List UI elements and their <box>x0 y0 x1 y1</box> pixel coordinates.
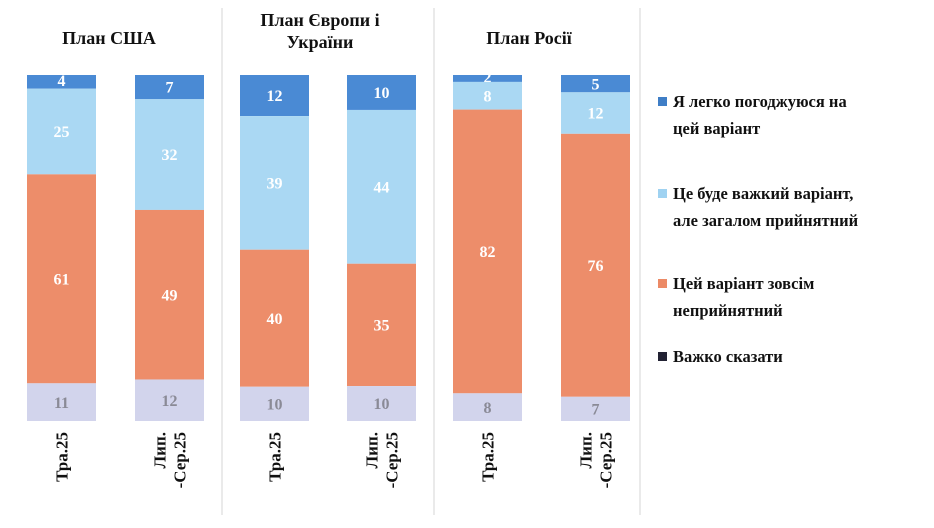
legend-label: Це буде важкий варіант, <box>673 184 854 203</box>
data-label: 82 <box>480 244 496 261</box>
bar-segment-unacceptable <box>240 249 309 387</box>
bar-segment-easy <box>27 75 96 89</box>
bar-segment-easy <box>453 75 522 82</box>
category-label-line: Лип. <box>577 432 596 469</box>
bar-segment-dk <box>347 386 416 421</box>
legend-label: Я легко погоджуюся на <box>673 92 847 111</box>
legend-swatch <box>658 352 667 361</box>
bar-segment-unacceptable <box>347 263 416 387</box>
legend-swatch <box>658 189 667 198</box>
category-label: Тра.25 <box>479 432 498 482</box>
data-label: 25 <box>54 124 70 141</box>
data-label: 2 <box>484 70 492 87</box>
category-label: Лип. -Сер.25 <box>577 432 616 488</box>
data-label: 8 <box>484 88 492 105</box>
panel-title: України <box>287 32 354 52</box>
category-label: Тра.25 <box>53 432 72 482</box>
category-label-line: -Сер.25 <box>383 432 402 488</box>
legend-item-unacceptable: Цей варіант зовсім неприйнятний <box>658 270 930 324</box>
legend-item-easy: Я легко погоджуюся на цей варіант <box>658 88 930 142</box>
data-label: 8 <box>484 400 492 417</box>
legend-swatch <box>658 97 667 106</box>
data-label: 10 <box>267 396 283 413</box>
panel-title: План Європи і <box>260 10 379 30</box>
bar-segment-hard <box>135 99 204 210</box>
category-label-line: Тра.25 <box>53 432 72 482</box>
legend-swatch <box>658 279 667 288</box>
legend-label: неприйнятний <box>673 301 783 320</box>
data-label: 4 <box>58 73 66 90</box>
bar-segment-easy <box>561 75 630 93</box>
bar-segment-hard <box>27 88 96 175</box>
data-label: 10 <box>374 396 390 413</box>
bar-segment-dk <box>453 393 522 421</box>
data-label: 7 <box>166 80 174 97</box>
data-label: 39 <box>267 176 283 193</box>
bar-segment-dk <box>27 383 96 421</box>
legend-label: цей варіант <box>673 119 761 138</box>
data-label: 12 <box>267 88 283 105</box>
panel-title: План США <box>62 28 156 48</box>
category-label-line: -Сер.25 <box>597 432 616 488</box>
category-label-line: Тра.25 <box>266 432 285 482</box>
data-label: 32 <box>162 147 178 164</box>
category-label: Тра.25 <box>266 432 285 482</box>
bar-segment-hard <box>561 92 630 134</box>
legend-item-hard: Це буде важкий варіант, але загалом прийн… <box>658 180 930 234</box>
bar-segment-hard <box>453 81 522 110</box>
bar-segment-unacceptable <box>135 209 204 380</box>
legend-label: але загалом прийнятний <box>673 211 859 230</box>
data-label: 12 <box>162 393 178 410</box>
category-label-line: Лип. <box>363 432 382 469</box>
bar-segment-dk <box>135 379 204 421</box>
category-label: Лип. -Сер.25 <box>151 432 190 488</box>
category-label: Лип. -Сер.25 <box>363 432 402 488</box>
bar-segment-unacceptable <box>27 174 96 384</box>
data-label: 10 <box>374 85 390 102</box>
legend-label: Цей варіант зовсім <box>673 274 815 293</box>
data-label: 40 <box>267 311 283 328</box>
data-label: 61 <box>54 271 70 288</box>
data-label: 35 <box>374 317 390 334</box>
bar-segment-easy <box>135 75 204 100</box>
bar-segment-dk <box>561 396 630 421</box>
bar-segment-hard <box>347 109 416 264</box>
data-label: 5 <box>592 76 600 93</box>
bar-segment-unacceptable <box>561 133 630 397</box>
legend-item-dk: Важко сказати <box>658 343 930 370</box>
category-label-line: -Сер.25 <box>171 432 190 488</box>
bar-segment-easy <box>240 75 309 117</box>
legend-label: Важко сказати <box>673 347 783 366</box>
data-label: 76 <box>588 258 604 275</box>
data-label: 7 <box>592 401 600 418</box>
data-label: 11 <box>54 395 69 412</box>
category-label-line: Лип. <box>151 432 170 469</box>
bar-segment-unacceptable <box>453 109 522 394</box>
bar-segment-dk <box>240 386 309 421</box>
data-label: 44 <box>374 179 390 196</box>
data-label: 49 <box>162 287 178 304</box>
bar-segment-easy <box>347 75 416 110</box>
panel-title: План Росії <box>486 28 573 48</box>
bar-segment-hard <box>240 116 309 250</box>
data-label: 12 <box>588 106 604 123</box>
category-label-line: Тра.25 <box>479 432 498 482</box>
